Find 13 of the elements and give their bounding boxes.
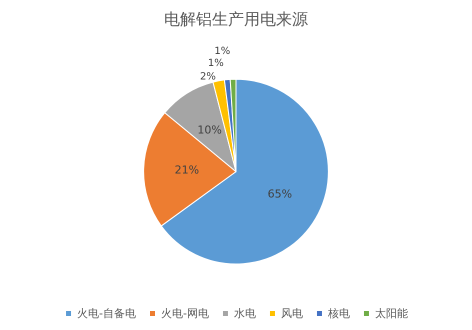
data-label: 21% bbox=[174, 164, 200, 177]
data-label: 2% bbox=[200, 71, 216, 82]
legend-label: 火电-自备电 bbox=[77, 307, 136, 320]
data-label: 65% bbox=[268, 187, 292, 200]
chart-title: 电解铝生产用电来源 bbox=[164, 10, 308, 28]
legend-label: 太阳能 bbox=[374, 307, 408, 320]
data-label: 10% bbox=[197, 124, 222, 137]
legend-label: 核电 bbox=[326, 307, 350, 320]
data-label: 1% bbox=[208, 58, 224, 70]
legend-label: 火电-网电 bbox=[161, 307, 209, 320]
legend-label: 风电 bbox=[280, 307, 303, 320]
data-label: 1% bbox=[214, 46, 230, 57]
legend-label: 水电 bbox=[234, 307, 256, 320]
